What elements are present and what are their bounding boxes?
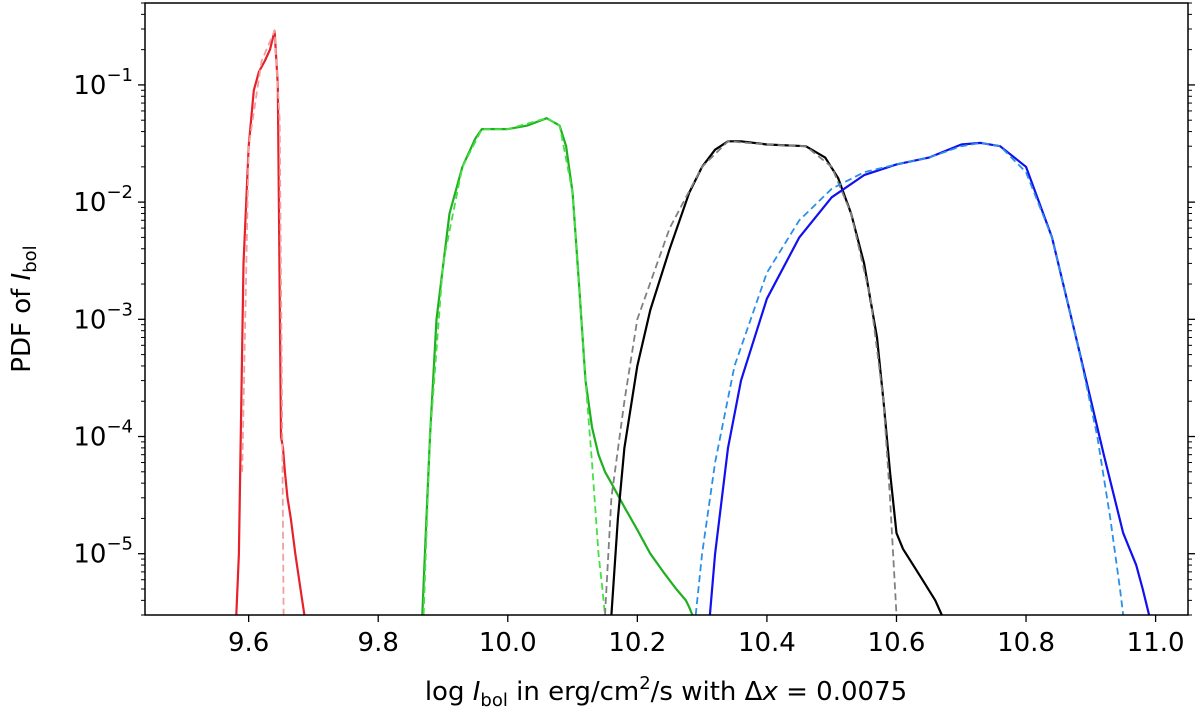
series-line-0 <box>235 29 306 615</box>
x-tick-label: 11.0 <box>1127 628 1185 658</box>
x-tick-label: 10.2 <box>608 628 666 658</box>
x-axis-label: log Ibol in erg/cm2/s with Δx = 0.0075 <box>425 673 907 711</box>
x-axis: 9.6 9.8 10.0 10.2 10.4 10.6 10.8 11.0 <box>228 615 1185 658</box>
series-layer <box>235 29 1151 615</box>
y-tick-label: 10−3 <box>73 299 133 335</box>
series-line-2 <box>421 117 694 615</box>
series-line-7 <box>694 142 1125 615</box>
y-tick-label: 10−4 <box>73 417 133 453</box>
x-tick-label: 9.8 <box>358 628 399 658</box>
series-line-3 <box>422 117 606 615</box>
x-tick-label: 10.8 <box>997 628 1055 658</box>
plot-frame <box>144 2 1189 616</box>
y-tick-label: 10−1 <box>73 65 133 101</box>
series-line-1 <box>241 29 285 615</box>
x-tick-label: 10.4 <box>738 628 796 658</box>
series-line-5 <box>604 140 898 615</box>
y-axis-label: PDF of Ibol <box>7 245 41 372</box>
y-axis: 10−5 10−4 10−3 10−2 10−1 <box>73 2 1195 616</box>
x-tick-label: 10.0 <box>479 628 537 658</box>
y-tick-label: 10−5 <box>73 534 133 570</box>
series-line-4 <box>610 140 943 615</box>
y-tick-label: 10−2 <box>73 182 133 218</box>
series-line-6 <box>708 141 1151 615</box>
x-tick-label: 10.6 <box>868 628 926 658</box>
x-tick-label: 9.6 <box>228 628 269 658</box>
